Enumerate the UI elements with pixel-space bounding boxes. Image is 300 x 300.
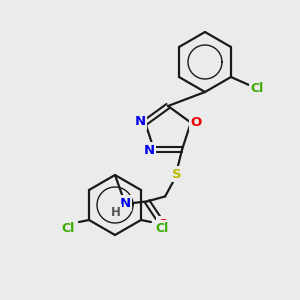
Text: N: N [119,197,131,210]
Text: Cl: Cl [250,82,264,95]
Text: H: H [111,206,121,219]
Text: Cl: Cl [61,221,75,235]
Text: Cl: Cl [155,221,169,235]
Text: N: N [143,144,155,157]
Text: O: O [190,116,202,129]
Text: O: O [158,218,169,231]
Text: S: S [172,168,182,181]
Text: N: N [135,115,146,128]
